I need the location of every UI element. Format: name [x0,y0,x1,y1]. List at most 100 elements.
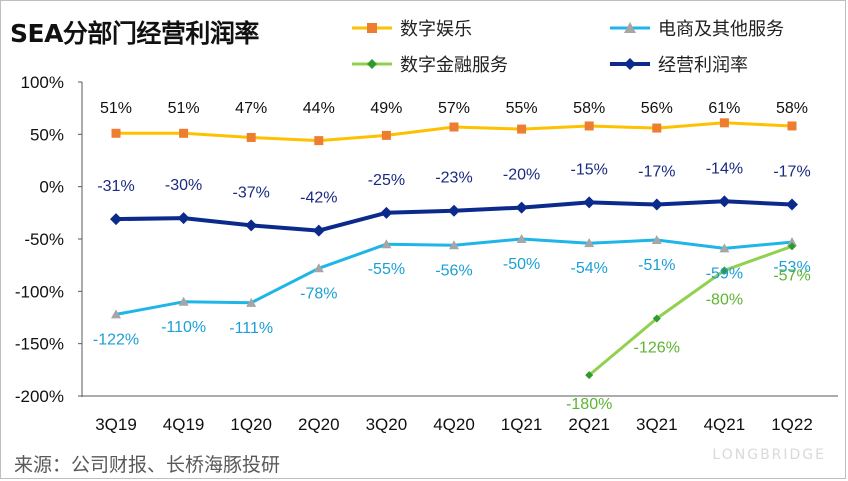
ecommerce-point [246,297,257,307]
legend-label-ecommerce: 电商及其他服务 [658,19,784,40]
ecommerce-point [313,263,324,273]
entertainment-point [584,121,594,131]
entertainment-data-label: 56% [641,100,673,117]
operating-point [177,212,190,225]
legend-item-fintech: 数字金融服务 [352,52,508,76]
operating-data-label: -25% [368,172,405,189]
entertainment-point [719,118,729,128]
operating-data-label: -31% [97,178,134,195]
fintech-data-label: -180% [566,396,612,413]
entertainment-point [314,136,324,146]
ecommerce-data-label: -56% [435,262,472,279]
legend-item-operating: 经营利润率 [610,52,748,76]
entertainment-point [381,130,391,140]
legend-label-entertainment: 数字娱乐 [400,19,472,40]
fintech-line [588,244,793,377]
operating-point [448,204,460,217]
y-tick-label: -100% [15,282,64,301]
ecommerce-point [111,309,121,319]
entertainment-point [517,124,527,134]
operating-data-label: -37% [233,184,270,201]
legend-label-operating: 经营利润率 [658,55,748,76]
y-tick-label: 100% [21,73,64,92]
operating-data-label: -20% [503,167,540,184]
operating-point [312,224,325,237]
fintech-point [652,314,661,323]
chart-title: SEA分部门经营利润率 [10,19,259,48]
x-tick-label: 4Q19 [163,415,205,434]
watermark-text: LONGBRIDGE [712,447,826,463]
ecommerce-data-label: -111% [229,320,273,337]
entertainment-data-label: 44% [303,100,335,117]
entertainment-point [652,123,662,133]
source-note: 来源：公司财报、长桥海豚投研 [14,454,281,476]
legend-swatch-ecommerce [610,22,650,33]
entertainment-point [787,121,797,131]
operating-point [786,198,798,211]
ecommerce-data-label: -51% [638,257,675,274]
operating-data-label: -14% [706,160,743,177]
legend-item-entertainment: 数字娱乐 [352,16,472,40]
ecommerce-data-label: -78% [300,285,337,302]
entertainment-data-label: 57% [438,100,470,117]
entertainment-data-label: 51% [100,100,132,117]
operating-point [380,206,393,219]
fintech-point [720,266,729,275]
ecommerce-point [381,239,392,249]
fintech-data-label: -57% [773,267,810,284]
y-tick-label: -50% [24,230,64,249]
x-tick-label: 2Q21 [568,415,610,434]
entertainment-data-label: 58% [776,100,808,117]
x-tick-label: 3Q21 [636,415,678,434]
ecommerce-data-label: -55% [368,261,405,278]
legend-item-ecommerce: 电商及其他服务 [610,16,784,40]
x-tick-label: 1Q20 [230,415,272,434]
x-tick-label: 3Q19 [95,415,137,434]
entertainment-data-label: 61% [708,100,740,117]
ecommerce-point [516,234,527,243]
fintech-data-label: -80% [706,291,743,308]
operating-data-label: -15% [571,161,608,178]
operating-point [718,195,731,208]
legend-swatch-operating [610,58,650,70]
x-tick-label: 1Q22 [771,415,813,434]
operating-data-label: -30% [165,177,202,194]
entertainment-data-label: 55% [506,100,538,117]
ecommerce-data-label: -50% [503,256,540,273]
ecommerce-point [651,235,662,245]
ecommerce-data-label: -53% [773,259,810,276]
operating-point [110,213,122,226]
y-tick-label: 50% [30,125,64,144]
entertainment-data-label: 51% [168,100,200,117]
fintech-point [585,371,594,380]
y-tick-label: 0% [39,178,64,197]
fintech-data-label: -126% [634,340,680,357]
y-tick-label: -150% [15,335,64,354]
operating-point [245,219,258,232]
entertainment-data-label: 47% [235,100,267,117]
x-tick-label: 4Q21 [704,415,746,434]
x-tick-label: 4Q20 [433,415,475,434]
legend-label-fintech: 数字金融服务 [400,55,508,76]
ecommerce-point [178,296,189,306]
operating-data-label: -17% [638,163,675,180]
ecommerce-point [787,237,797,247]
entertainment-point [111,128,121,138]
operating-point [515,201,528,214]
operating-point [650,198,663,211]
ecommerce-data-label: -122% [93,331,139,348]
ecommerce-point [719,243,730,253]
entertainment-data-label: 49% [370,100,402,117]
entertainment-point [179,128,189,138]
legend-swatch-fintech [352,59,392,69]
operating-data-label: -42% [300,190,337,207]
x-tick-label: 2Q20 [298,415,340,434]
ecommerce-data-label: -54% [571,260,608,277]
x-tick-label: 3Q20 [366,415,408,434]
fintech-point [788,242,796,251]
ecommerce-data-label: -110% [161,319,206,336]
entertainment-point [246,132,256,142]
y-tick-label: -200% [15,387,64,406]
operating-data-label: -23% [435,170,472,187]
